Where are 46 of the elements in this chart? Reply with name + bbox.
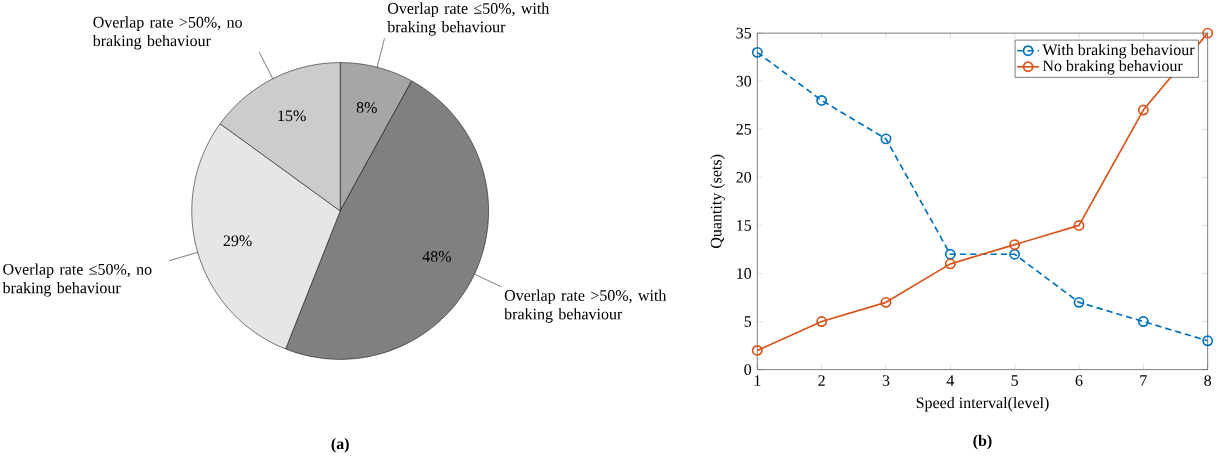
x-axis-title: Speed interval(level) (916, 396, 1049, 412)
point (1073, 219, 1085, 231)
slice-label: Overlap rate ≤50%, with braking behaviour (387, 2, 550, 36)
y-axis-title: Quantity (sets) (710, 154, 725, 249)
y-tick-label: 10 (737, 268, 752, 279)
point (1009, 248, 1021, 260)
point (751, 46, 763, 58)
data-label: 48% (422, 251, 452, 262)
x-tick-label: 7 (1140, 375, 1147, 386)
y-tick-label: 35 (736, 27, 752, 39)
point (944, 248, 956, 260)
point (944, 258, 956, 270)
point (1137, 104, 1149, 116)
x-tick-label: 3 (882, 375, 890, 386)
point (816, 95, 828, 106)
point (880, 296, 892, 308)
x-tick-label: 8 (1204, 375, 1212, 387)
legend-label: With braking behaviour (1042, 43, 1195, 59)
text: (a) (331, 437, 349, 453)
data-label: 8% (356, 102, 377, 113)
text: (b) (973, 434, 992, 450)
point (1137, 316, 1149, 327)
y-tick-label: 30 (736, 75, 752, 87)
y-tick-label: 25 (736, 123, 752, 135)
point (751, 344, 763, 356)
point (816, 316, 828, 327)
point (1073, 296, 1085, 308)
x-tick-label: 1 (754, 375, 761, 386)
slice-label: Overlap rate >50%, with braking behaviour (504, 289, 667, 323)
x-tick-label: 4 (946, 375, 955, 386)
y-tick-label: 20 (736, 171, 752, 183)
point (880, 133, 892, 145)
point (1009, 239, 1021, 251)
slice-label: Overlap rate >50%, no braking behaviour (92, 16, 242, 50)
x-tick-label: 2 (818, 375, 825, 386)
slice-label: Overlap rate ≤50%, no braking behaviour (2, 263, 152, 297)
point (1202, 335, 1214, 347)
y-tick-label: 5 (744, 316, 752, 327)
data-label: 15% (278, 110, 306, 122)
x-tick-label: 6 (1075, 375, 1083, 386)
x-tick-label: 5 (1011, 375, 1019, 386)
y-tick-label: 15 (737, 220, 752, 231)
y-tick-label: 0 (744, 364, 752, 376)
data-label: 29% (223, 235, 252, 247)
point (1202, 27, 1214, 39)
legend-label: No braking behaviour (1042, 60, 1183, 75)
